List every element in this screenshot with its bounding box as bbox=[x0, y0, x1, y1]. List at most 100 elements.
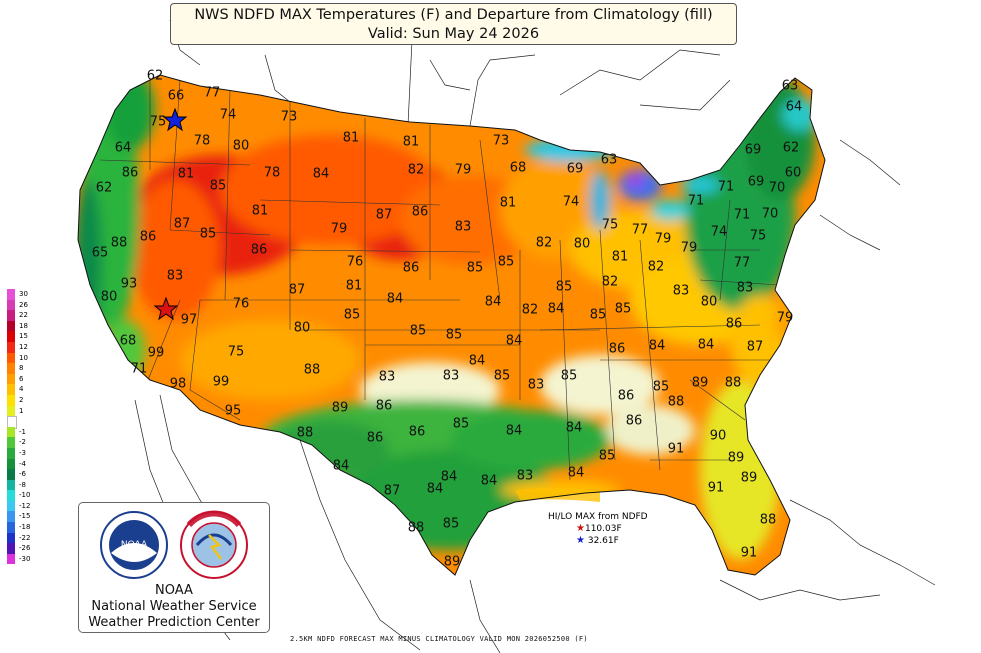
hilo-box: HI/LO MAX from NDFD ★110.03F ★ 32.61F bbox=[548, 512, 648, 547]
temperature-label: 89 bbox=[741, 472, 758, 485]
temperature-label: 84 bbox=[548, 303, 565, 316]
temperature-label: 83 bbox=[673, 285, 690, 298]
temperature-label: 87 bbox=[747, 341, 764, 354]
temperature-label: 71 bbox=[131, 363, 148, 376]
legend-swatch bbox=[7, 480, 15, 491]
legend-row: 30 bbox=[7, 289, 37, 300]
legend-swatch bbox=[7, 300, 15, 311]
temperature-label: 88 bbox=[725, 377, 742, 390]
temperature-label: 89 bbox=[692, 377, 709, 390]
legend-label: -6 bbox=[19, 470, 26, 478]
noaa-seal-text: NOAA bbox=[121, 540, 148, 550]
temperature-label: 87 bbox=[289, 284, 306, 297]
temperature-label: 79 bbox=[777, 312, 794, 325]
legend-swatch bbox=[7, 448, 15, 459]
temperature-label: 71 bbox=[734, 209, 751, 222]
temperature-label: 88 bbox=[304, 364, 321, 377]
title-line-1: NWS NDFD MAX Temperatures (F) and Depart… bbox=[171, 6, 736, 25]
hilo-low-value: 32.61F bbox=[588, 536, 619, 546]
temperature-label: 81 bbox=[346, 280, 363, 293]
legend-row: -26 bbox=[7, 543, 37, 554]
legend-label: -26 bbox=[19, 544, 30, 552]
legend-row: 6 bbox=[7, 374, 37, 385]
temperature-label: 99 bbox=[148, 347, 165, 360]
temperature-label: 88 bbox=[408, 522, 425, 535]
temperature-label: 76 bbox=[233, 298, 250, 311]
temperature-label: 83 bbox=[517, 470, 534, 483]
legend-row: 8 bbox=[7, 363, 37, 374]
temperature-label: 84 bbox=[568, 467, 585, 480]
legend-swatch bbox=[7, 543, 15, 554]
legend-row: -3 bbox=[7, 448, 37, 459]
legend-swatch bbox=[7, 363, 15, 374]
temperature-label: 82 bbox=[408, 164, 425, 177]
temperature-label: 85 bbox=[494, 370, 511, 383]
hilo-title: HI/LO MAX from NDFD bbox=[548, 512, 648, 523]
temperature-label: 97 bbox=[181, 314, 198, 327]
legend-swatch bbox=[7, 406, 15, 417]
temperature-label: 69 bbox=[748, 176, 765, 189]
map-title: NWS NDFD MAX Temperatures (F) and Depart… bbox=[170, 3, 737, 45]
legend-label: -12 bbox=[19, 502, 30, 510]
temperature-label: 85 bbox=[467, 262, 484, 275]
temperature-label: 65 bbox=[92, 247, 109, 260]
hilo-high-value: 110.03F bbox=[585, 524, 622, 534]
temperature-label: 80 bbox=[701, 296, 718, 309]
temperature-label: 87 bbox=[384, 485, 401, 498]
temperature-label: 74 bbox=[563, 196, 580, 209]
temperature-label: 86 bbox=[251, 244, 268, 257]
legend-swatch bbox=[7, 533, 15, 544]
temperature-label: 71 bbox=[718, 181, 735, 194]
legend-row: 2 bbox=[7, 395, 37, 406]
legend-swatch bbox=[7, 469, 15, 480]
legend-label: 10 bbox=[19, 354, 28, 362]
temperature-label: 80 bbox=[294, 322, 311, 335]
legend-row: 12 bbox=[7, 342, 37, 353]
temperature-label: 79 bbox=[331, 223, 348, 236]
legend-label: -22 bbox=[19, 534, 30, 542]
legend-label: 1 bbox=[19, 407, 23, 415]
legend-swatch bbox=[7, 353, 15, 364]
temperature-label: 98 bbox=[170, 378, 187, 391]
legend-row: -8 bbox=[7, 480, 37, 491]
temperature-label: 88 bbox=[297, 427, 314, 440]
legend-label: 30 bbox=[19, 290, 28, 298]
temperature-label: 84 bbox=[506, 335, 523, 348]
temperature-label: 68 bbox=[510, 162, 527, 175]
temperature-label: 74 bbox=[220, 109, 237, 122]
temperature-label: 85 bbox=[446, 329, 463, 342]
color-legend: 30 26 22 18 15 12 10 8 6 4 2 1 -1 -2 -3 -4 -6 -8 -10 -12 -15… bbox=[7, 289, 37, 564]
temperature-label: 69 bbox=[745, 144, 762, 157]
temperature-label: 85 bbox=[556, 281, 573, 294]
temperature-label: 81 bbox=[343, 132, 360, 145]
temperature-label: 86 bbox=[412, 206, 429, 219]
temperature-label: 64 bbox=[115, 142, 132, 155]
temperature-label: 77 bbox=[204, 87, 221, 100]
legend-label: 18 bbox=[19, 322, 28, 330]
logo-org-noaa: NOAA bbox=[79, 583, 269, 599]
temperature-label: 62 bbox=[147, 70, 164, 83]
temperature-label: 85 bbox=[498, 256, 515, 269]
temperature-label: 84 bbox=[333, 460, 350, 473]
legend-swatch bbox=[7, 310, 15, 321]
legend-label: -3 bbox=[19, 449, 26, 457]
temperature-label: 81 bbox=[612, 251, 629, 264]
temperature-label: 82 bbox=[522, 304, 539, 317]
legend-label: -8 bbox=[19, 481, 26, 489]
logo-text: NOAA National Weather Service Weather Pr… bbox=[79, 583, 269, 631]
legend-row: -2 bbox=[7, 437, 37, 448]
legend-row: -10 bbox=[7, 490, 37, 501]
legend-label: 8 bbox=[19, 364, 23, 372]
temperature-label: 78 bbox=[264, 167, 281, 180]
legend-label: -1 bbox=[19, 428, 26, 436]
legend-swatch bbox=[7, 490, 15, 501]
legend-row: -18 bbox=[7, 522, 37, 533]
temperature-label: 85 bbox=[344, 309, 361, 322]
temperature-label: 79 bbox=[655, 233, 672, 246]
legend-row: -30 bbox=[7, 554, 37, 565]
logo-org-wpc: Weather Prediction Center bbox=[79, 615, 269, 631]
temperature-label: 70 bbox=[762, 208, 779, 221]
nws-logo-icon bbox=[181, 512, 247, 578]
temperature-label: 70 bbox=[769, 182, 786, 195]
temperature-label: 82 bbox=[602, 276, 619, 289]
